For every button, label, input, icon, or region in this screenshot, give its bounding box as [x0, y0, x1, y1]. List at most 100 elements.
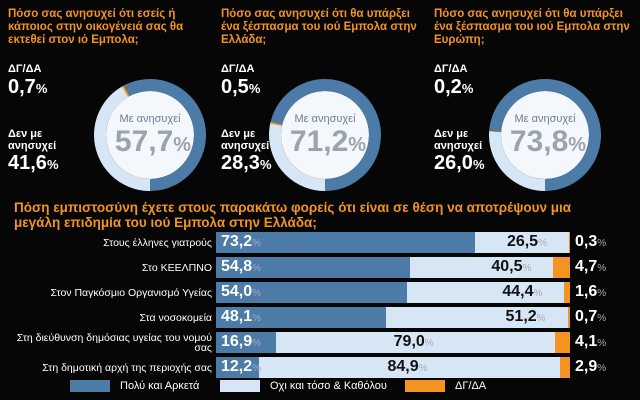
bar-row: Στα νοσοκομεία 48,1% 51,2% 0,7%: [0, 307, 640, 328]
legend-label: Πολύ και Αρκετά: [120, 380, 200, 392]
agree-value: 16,9%: [221, 333, 262, 350]
na-value: 4,7%: [575, 258, 607, 275]
bar-disagree: [407, 282, 565, 303]
bar-na: [553, 257, 570, 278]
bar-agree: [216, 257, 410, 278]
category-label: Στον Παγκόσμιο Οργανισμό Υγείας: [50, 286, 212, 299]
agree-value: 48,1%: [221, 308, 262, 325]
donut-title: Πόσο σας ανησυχεί ότι θα υπάρξει ένα ξέσ…: [221, 8, 417, 46]
yes-label: Με ανησυχεί: [119, 113, 181, 125]
bar-row: Στον Παγκόσμιο Οργανισμό Υγείας 54,0% 44…: [0, 282, 640, 303]
bar-row: Στη δημοτική αρχή της περιοχής σας 12,2%…: [0, 357, 640, 378]
legend-item: Πολύ και Αρκετά: [70, 380, 199, 392]
bar-disagree: [259, 357, 560, 378]
category-label: Στη διεύθυνση δημόσιας υγείας του νομού …: [16, 331, 212, 354]
legend-swatch: [405, 380, 445, 392]
legend-item: Οχι και τόσο & Καθόλου: [220, 380, 387, 392]
bar-agree: [216, 357, 260, 378]
donut-slice-yes: [94, 78, 206, 191]
category-label: Στη δημοτική αρχή της περιοχής σας: [42, 361, 212, 374]
category-label: Στους έλληνες γιατρούς: [103, 236, 212, 249]
legend-item: ΔΓ/ΔΑ: [405, 380, 486, 392]
legend-label: Οχι και τόσο & Καθόλου: [270, 380, 387, 392]
na-value: 0,2%: [434, 76, 474, 98]
donut-slice-no: [269, 79, 381, 191]
donut-slice-yes: [269, 78, 381, 191]
yes-value: 71,2%: [289, 125, 367, 158]
legend-swatch: [70, 380, 110, 392]
na-value: 2,9%: [575, 358, 607, 375]
bar-disagree: [475, 232, 569, 253]
donut-center: [281, 91, 369, 179]
bar-na: [559, 357, 570, 378]
donut-slice-no: [94, 79, 206, 191]
yes-label: Με ανησυχεί: [514, 113, 576, 125]
legend-label: ΔΓ/ΔΑ: [455, 380, 487, 392]
bar-disagree: [275, 332, 556, 353]
stacked-bar: 48,1% 51,2%: [216, 307, 570, 328]
na-value: 1,6%: [575, 283, 607, 300]
bar-row: Στους έλληνες γιατρούς 73,2% 26,5% 0,3%: [0, 232, 640, 253]
donut-center: [501, 91, 589, 179]
donut-chart: [489, 79, 602, 191]
na-value: 0,7%: [8, 76, 48, 98]
stacked-bar: 54,0% 44,4%: [216, 282, 570, 303]
donut-slice-yes: [489, 79, 601, 191]
bar-na: [564, 282, 570, 303]
bar-agree: [216, 307, 387, 328]
na-value: 0,5%: [221, 76, 261, 98]
disagree-value: 51,2%: [505, 308, 546, 325]
donut-title: Πόσο σας ανησυχεί ότι θα υπάρξει ένα ξέσ…: [434, 8, 630, 46]
bar-na: [555, 332, 570, 353]
na-value: 0,7%: [575, 308, 607, 325]
stacked-bar: 16,9% 79,0%: [216, 332, 570, 353]
agree-value: 73,2%: [221, 233, 262, 250]
donut-center: [106, 91, 194, 179]
bar-disagree: [409, 257, 554, 278]
bar-row: Στο ΚΕΕΛΠΝΟ 54,8% 40,5% 4,7%: [0, 257, 640, 278]
no-value: 28,3%: [221, 152, 272, 174]
donut-slice-no: [489, 79, 601, 191]
na-label: ΔΓ/ΔΑ: [221, 63, 255, 75]
donut-panel: Πόσο σας ανησυχεί ότι θα υπάρξει ένα ξέσ…: [213, 0, 426, 196]
bar-disagree: [386, 307, 568, 328]
donut-panel: Πόσο σας ανησυχεί ότι θα υπάρξει ένα ξέσ…: [426, 0, 639, 196]
no-label: Δεν με ανησυχεί: [221, 128, 270, 152]
category-label: Στο ΚΕΕΛΠΝΟ: [141, 261, 212, 274]
category-label: Στα νοσοκομεία: [139, 311, 212, 324]
bar-row: Στη διεύθυνση δημόσιας υγείας του νομού …: [0, 332, 640, 353]
agree-value: 54,8%: [221, 258, 262, 275]
na-label: ΔΓ/ΔΑ: [8, 63, 42, 75]
donut-chart: [269, 78, 381, 191]
disagree-value: 40,5%: [491, 258, 532, 275]
disagree-value: 26,5%: [506, 233, 547, 250]
na-value: 0,3%: [575, 233, 607, 250]
agree-value: 12,2%: [221, 358, 262, 375]
yes-value: 57,7%: [114, 125, 192, 158]
stacked-bar: 54,8% 40,5%: [216, 257, 570, 278]
bar-chart-title: Πόση εμπιστοσύνη έχετε στους παρακάτω φο…: [14, 200, 572, 230]
donut-chart: [94, 78, 206, 191]
yes-label: Με ανησυχεί: [294, 113, 356, 125]
disagree-value: 44,4%: [502, 283, 543, 300]
no-label: Δεν με ανησυχεί: [8, 128, 57, 152]
bar-na: [567, 307, 570, 328]
bar-agree: [216, 282, 408, 303]
stacked-bar: 12,2% 84,9%: [216, 357, 570, 378]
no-value: 26,0%: [434, 152, 485, 174]
no-value: 41,6%: [8, 152, 59, 174]
donut-title: Πόσο σας ανησυχεί ότι εσείς ή κάποιος στ…: [8, 8, 184, 46]
donut-panel: Πόσο σας ανησυχεί ότι εσείς ή κάποιος στ…: [0, 0, 213, 196]
no-label: Δεν με ανησυχεί: [434, 128, 483, 152]
agree-value: 54,0%: [221, 283, 262, 300]
na-value: 4,1%: [575, 333, 607, 350]
bar-agree: [216, 332, 276, 353]
disagree-value: 84,9%: [387, 358, 428, 375]
disagree-value: 79,0%: [393, 333, 434, 350]
bar-na: [568, 232, 570, 253]
stacked-bar: 73,2% 26,5%: [216, 232, 570, 253]
yes-value: 73,8%: [509, 125, 587, 158]
legend-swatch: [220, 380, 260, 392]
na-label: ΔΓ/ΔΑ: [434, 63, 468, 75]
bar-agree: [216, 232, 476, 253]
